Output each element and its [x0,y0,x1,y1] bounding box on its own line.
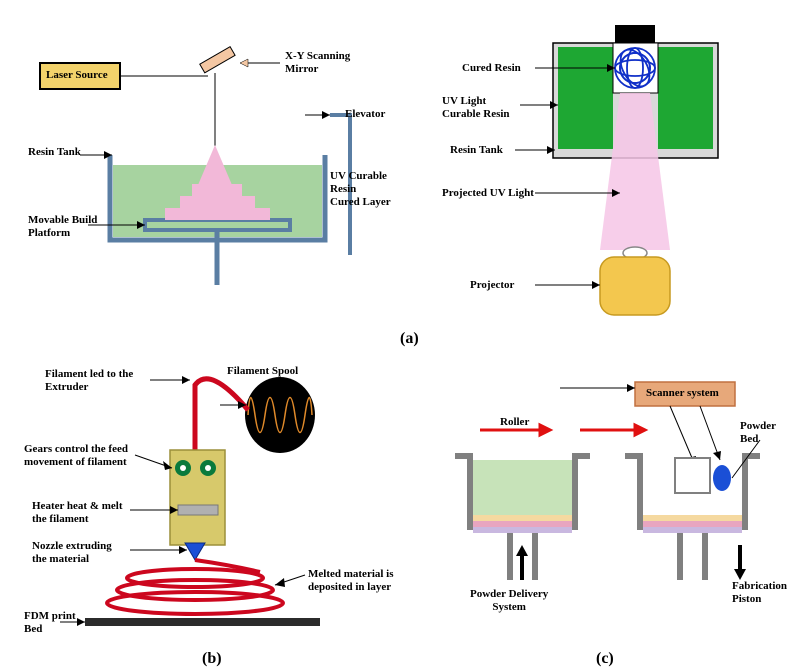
label-deposited: Melted material is deposited in layer [308,568,394,594]
label-laser-source: Laser Source [46,69,108,82]
label-gears: Gears control the feed movement of filam… [24,443,128,469]
label-movable-platform: Movable Build Platform [28,214,97,240]
label-delivery: Powder Delivery System [470,588,548,614]
subfigure-b: (b) [202,650,222,668]
label-resin-layer: UV Curable Resin Cured Layer [330,170,391,210]
label-xy-mirror: X-Y Scanning Mirror [285,50,350,76]
label-bed: FDM print Bed [24,610,76,636]
label-heater: Heater heat & melt the filament [32,500,123,526]
label-cured-resin: Cured Resin [462,62,521,75]
subfigure-a: (a) [400,330,419,348]
label-powder-bed: Powder Bed [740,420,781,446]
label-filament-led: Filament led to the Extruder [45,368,133,394]
label-uv-resin: UV Light Curable Resin [442,95,510,121]
label-nozzle: Nozzle extruding the material [32,540,112,566]
label-elevator: Elevator [345,108,385,121]
label-spool: Filament Spool [227,365,298,378]
label-projected-light: Projected UV Light [442,187,534,200]
label-scanner: Scanner system [646,387,719,400]
label-resin-tank-a: Resin Tank [28,146,81,159]
label-fab-piston: Fabrication Piston [732,580,787,606]
subfigure-c: (c) [596,650,614,668]
label-resin-tank-b: Resin Tank [450,144,503,157]
label-roller: Roller [500,416,529,429]
figure-root: Laser Source X-Y Scanning Mirror Elevato… [10,10,781,662]
label-projector: Projector [470,279,514,292]
